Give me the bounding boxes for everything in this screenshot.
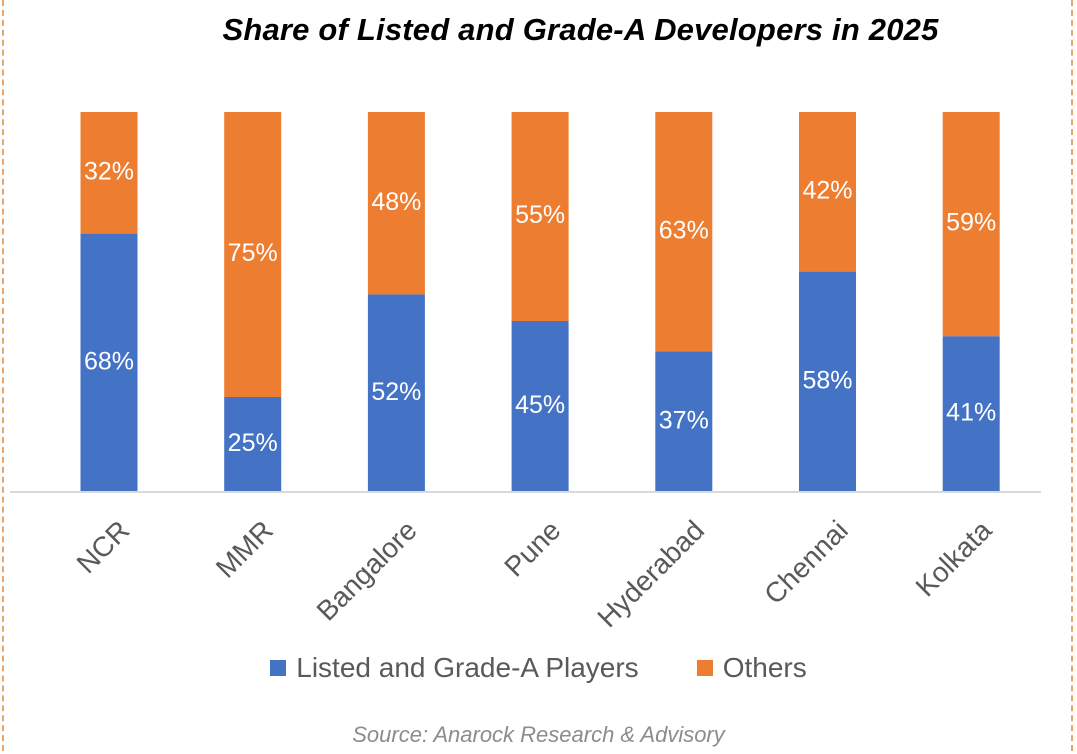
data-label-others-chennai: 42%	[802, 176, 852, 204]
category-labels: NCR MMR Bangalore Pune Hyderabad Chennai Kolka…	[71, 514, 998, 633]
category-label-ncr: NCR	[71, 514, 136, 579]
legend-item-listed[interactable]: Listed and Grade-A Players	[270, 652, 639, 684]
legend-label-listed: Listed and Grade-A Players	[296, 652, 639, 683]
data-label-listed-ncr: 68%	[84, 347, 134, 375]
bar-others-pune	[511, 112, 569, 321]
bar-others-mmr	[224, 112, 282, 397]
bar-listed-pune	[511, 321, 569, 492]
data-label-listed-bangalore: 52%	[371, 378, 421, 406]
category-label-hyderabad: Hyderabad	[591, 514, 710, 633]
bar-listed-ncr	[80, 233, 138, 492]
legend-swatch-listed	[270, 660, 287, 676]
data-label-listed-hyderabad: 37%	[659, 406, 709, 434]
bar-listed-chennai	[799, 271, 856, 492]
legend-item-others[interactable]: Others	[696, 652, 807, 684]
bars-group: 68% 32% 25% 75% 52% 48% 45% 55% 37% 63% 58% 42% 41% 5…	[80, 112, 1000, 492]
bar-listed-bangalore	[367, 294, 425, 492]
data-label-others-bangalore: 48%	[371, 188, 421, 216]
data-label-others-pune: 55%	[515, 201, 565, 229]
chart-plot: 68% 32% 25% 75% 52% 48% 45% 55% 37% 63% 58% 42% 41% 5…	[10, 112, 1041, 633]
legend-label-others: Others	[722, 652, 807, 683]
category-label-bangalore: Bangalore	[311, 514, 423, 626]
bar-others-ncr	[80, 112, 138, 234]
chart-title: Share of Listed and Grade-A Developers i…	[222, 12, 939, 47]
category-label-kolkata: Kolkata	[910, 514, 998, 602]
data-label-others-mmr: 75%	[228, 239, 278, 267]
bar-listed-hyderabad	[655, 351, 713, 492]
bar-others-bangalore	[367, 112, 425, 295]
legend-swatch-others	[696, 660, 713, 676]
data-label-listed-kolkata: 41%	[946, 399, 996, 427]
bar-others-chennai	[799, 112, 856, 272]
data-label-others-ncr: 32%	[84, 157, 134, 185]
bar-listed-mmr	[224, 397, 282, 492]
category-label-chennai: Chennai	[758, 514, 854, 610]
category-label-pune: Pune	[498, 514, 566, 582]
data-label-listed-mmr: 25%	[228, 429, 278, 457]
data-label-listed-pune: 45%	[515, 391, 565, 419]
data-label-others-kolkata: 59%	[946, 209, 996, 237]
legend: Listed and Grade-A Players Others	[0, 652, 1077, 684]
bar-others-kolkata	[942, 112, 1000, 337]
category-label-mmr: MMR	[210, 514, 279, 583]
data-label-others-hyderabad: 63%	[659, 216, 709, 244]
bar-others-hyderabad	[655, 112, 713, 352]
source-note: Source: Anarock Research & Advisory	[352, 722, 725, 747]
data-label-listed-chennai: 58%	[802, 366, 852, 394]
bar-listed-kolkata	[942, 336, 1000, 492]
